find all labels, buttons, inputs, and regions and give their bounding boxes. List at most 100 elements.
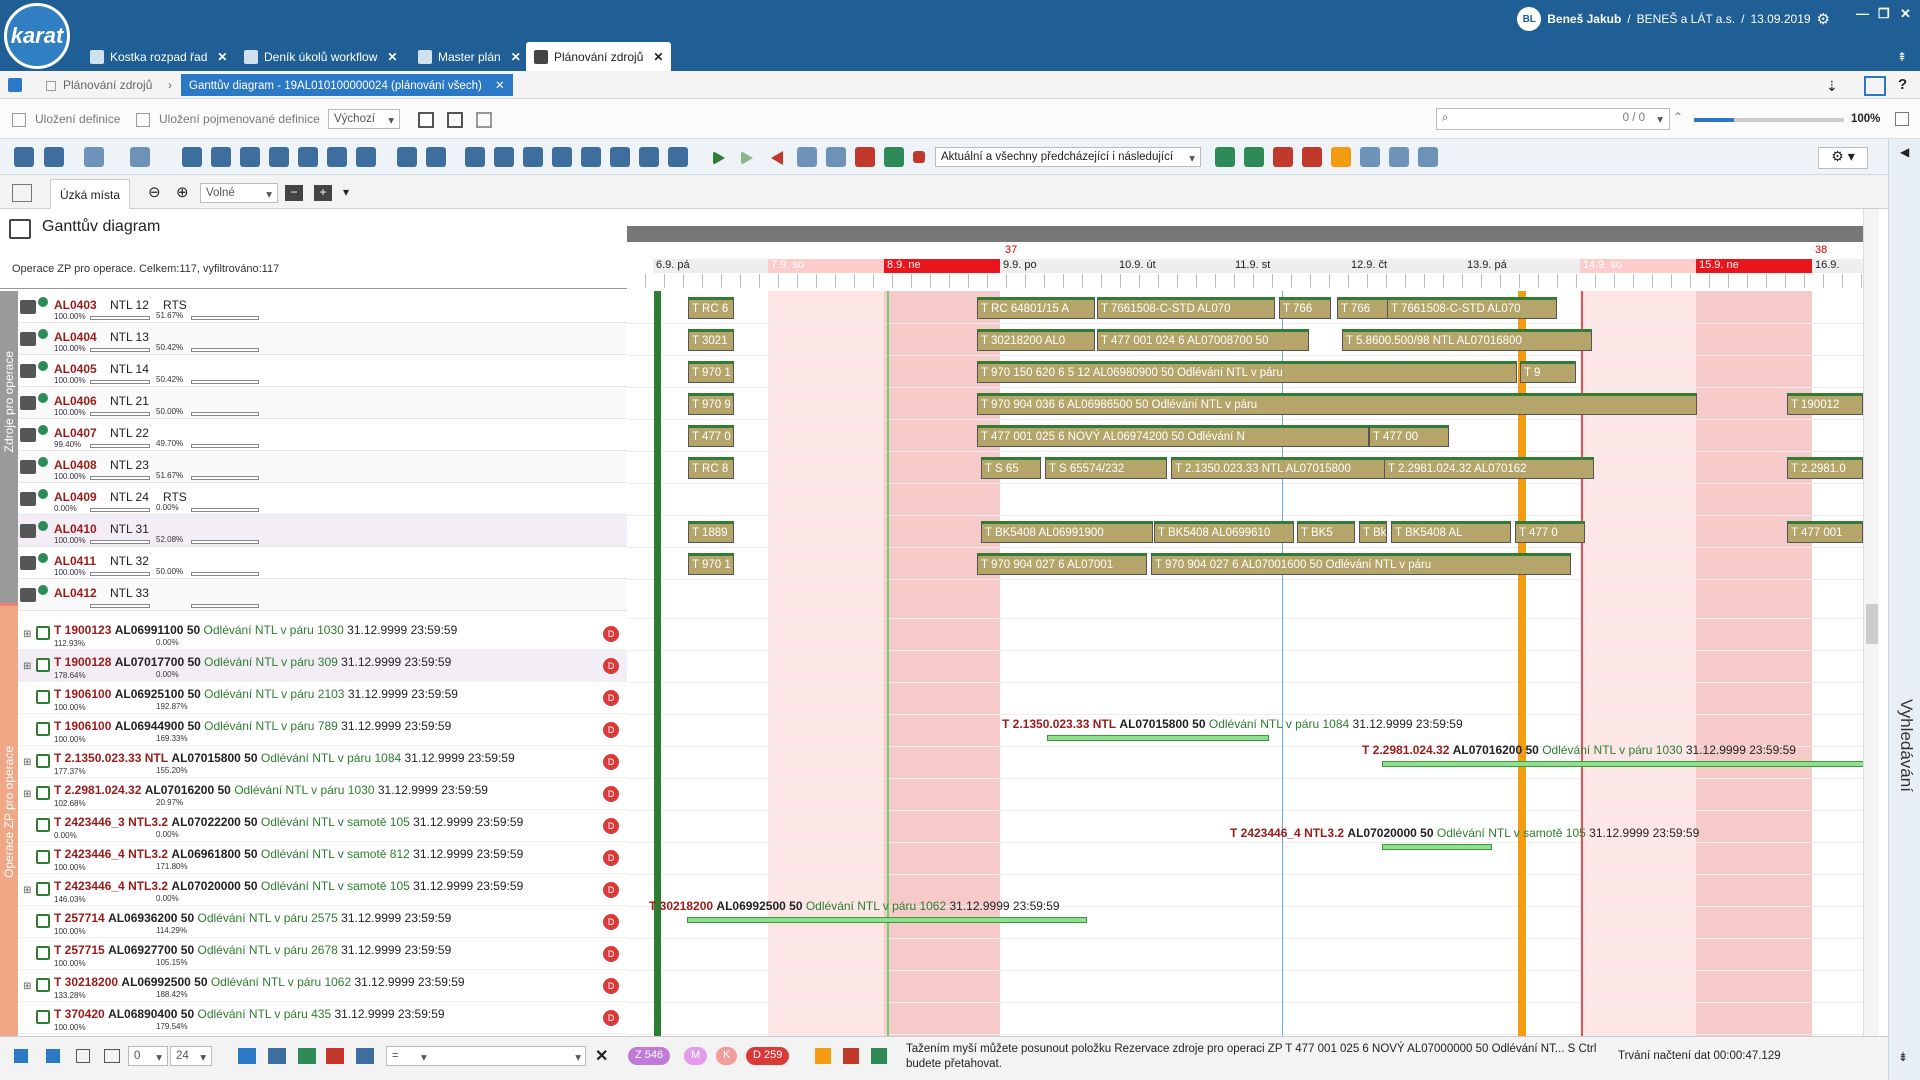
save-definition-button[interactable]: Uložení definice xyxy=(35,112,121,126)
d-badge-icon[interactable]: D xyxy=(603,786,619,802)
gantt-bar[interactable]: T 30218200 AL0 xyxy=(977,329,1095,351)
refresh-icon[interactable] xyxy=(298,147,318,167)
resource-row[interactable]: AL0412 NTL 33 xyxy=(18,579,627,611)
back-icon[interactable] xyxy=(84,147,104,167)
gantt-operation-label[interactable]: T 30218200 AL06992500 50 Odlévání NTL v … xyxy=(649,899,1060,913)
layout-icon[interactable] xyxy=(14,147,34,167)
warn-link-icon[interactable] xyxy=(1331,147,1351,167)
tool-icon[interactable] xyxy=(610,147,630,167)
gantt-bar[interactable]: T 190012 xyxy=(1787,393,1863,415)
download-icon[interactable]: ⇣ xyxy=(1826,78,1838,94)
gantt-bar[interactable]: T 477 001 xyxy=(1787,521,1863,543)
red-list-icon[interactable] xyxy=(326,1048,344,1064)
refresh-all-icon[interactable] xyxy=(327,147,347,167)
gantt-bar[interactable]: T 766 xyxy=(1337,297,1393,319)
calendar-icon[interactable] xyxy=(668,147,688,167)
gantt-bar[interactable]: T 970 904 036 6 AL06986500 50 Odlévání N… xyxy=(977,393,1697,415)
badge-d[interactable]: D 259 xyxy=(746,1047,790,1065)
gantt-bar[interactable]: T BK5408 AL xyxy=(1391,521,1511,543)
close-icon[interactable]: ✕ xyxy=(510,49,521,64)
resource-row[interactable]: AL0408 NTL 23 100.00% 51.67% xyxy=(18,451,627,483)
panel-toggle-icon[interactable] xyxy=(12,184,32,202)
end-hour-input[interactable]: 24 ▾ xyxy=(170,1046,212,1066)
gantt-operation-label[interactable]: T 2.1350.023.33 NTL AL07015800 50 Odlévá… xyxy=(1002,717,1463,731)
search-panel[interactable]: ◀ Vyhledávání xyxy=(1888,139,1920,1080)
d-badge-icon[interactable]: D xyxy=(603,978,619,994)
layout-icon[interactable] xyxy=(1864,76,1886,96)
lock-icon[interactable] xyxy=(8,78,22,92)
close-icon[interactable]: ✕ xyxy=(495,80,505,92)
d-badge-icon[interactable]: D xyxy=(603,1010,619,1026)
collapse-icon[interactable]: ⇞ xyxy=(1897,50,1908,64)
pin-icon[interactable] xyxy=(356,1048,374,1064)
gantt-bar[interactable]: T 7661508-C-STD AL070 xyxy=(1387,297,1557,319)
gantt-bar[interactable]: T 5.8600.500/98 NTL AL07016800 xyxy=(1342,329,1592,351)
gantt-bar[interactable]: T 1889 xyxy=(688,521,734,543)
expand-row-icon[interactable]: ⊞ xyxy=(23,789,32,800)
link-icon[interactable] xyxy=(1215,147,1235,167)
breadcrumb-parent[interactable]: Plánování zdrojů xyxy=(63,78,153,92)
search-input[interactable]: ⌕ 0 / 0 ▾ xyxy=(1436,108,1670,130)
scroll-thumb[interactable] xyxy=(1866,604,1878,644)
gantt-bar[interactable]: T 970 1 xyxy=(688,553,734,575)
list-icon[interactable] xyxy=(238,1048,256,1064)
play-icon[interactable] xyxy=(713,151,725,165)
d-badge-icon[interactable]: D xyxy=(603,658,619,674)
chevron-left-icon[interactable]: ◀ xyxy=(1900,145,1910,159)
columns-icon[interactable] xyxy=(76,1049,90,1063)
operation-row[interactable]: T 2423446_4 NTL3.2 AL06961800 50 Odléván… xyxy=(18,842,627,874)
help-icon[interactable]: ? xyxy=(1898,76,1908,93)
view-icon[interactable] xyxy=(14,1049,28,1063)
gantt-bar[interactable]: T 970 9 xyxy=(688,393,734,415)
gantt-bar[interactable]: T 477 0 xyxy=(688,425,734,447)
karat-logo[interactable]: karat xyxy=(4,3,70,69)
play-outline-icon[interactable] xyxy=(741,151,753,165)
operation-row[interactable]: ⊞ T 1900123 AL06991100 50 Odlévání NTL v … xyxy=(18,618,627,650)
operation-row[interactable]: ⊞ T 2.2981.024.32 AL07016200 50 Odlévání … xyxy=(18,778,627,810)
folder-icon[interactable] xyxy=(182,147,202,167)
users-icon[interactable] xyxy=(397,147,417,167)
gantt-icon[interactable] xyxy=(639,147,659,167)
comment-icon[interactable] xyxy=(465,147,485,167)
expand-row-icon[interactable]: ⊞ xyxy=(23,885,32,896)
zoom-slider[interactable] xyxy=(1694,118,1844,122)
gantt-bar[interactable]: T 7661508-C-STD AL070 xyxy=(1097,297,1275,319)
minimize-icon[interactable]: — xyxy=(1856,6,1869,21)
unlink-icon[interactable] xyxy=(1273,147,1293,167)
cut-icon[interactable] xyxy=(855,147,875,167)
vertical-scrollbar[interactable] xyxy=(1863,209,1879,1036)
gantt-bar[interactable]: T 970 1 xyxy=(688,361,734,383)
definition-select[interactable]: Výchozí ▾ xyxy=(328,109,400,129)
save-icon[interactable] xyxy=(1895,112,1909,126)
gantt-bar[interactable]: T 970 904 027 6 AL07001 xyxy=(977,553,1147,575)
clear-filter-icon[interactable]: ✕ xyxy=(595,1048,609,1065)
expand-row-icon[interactable]: ⊞ xyxy=(23,629,32,640)
operation-row[interactable]: T 1906100 AL06944900 50 Odlévání NTL v p… xyxy=(18,714,627,746)
forward-icon[interactable] xyxy=(130,147,150,167)
unlink-all-icon[interactable] xyxy=(1302,147,1322,167)
gantt-bar[interactable]: T 970 904 027 6 AL07001600 50 Odlévání N… xyxy=(1151,553,1571,575)
skip-icon[interactable] xyxy=(797,147,817,167)
operation-row[interactable]: ⊞ T 2423446_4 NTL3.2 AL07020000 50 Odlévá… xyxy=(18,874,627,906)
tab-denik[interactable]: Deník úkolů workflow ✕ xyxy=(236,42,405,71)
chart-icon[interactable] xyxy=(552,147,572,167)
resource-row[interactable]: AL0407 NTL 22 99.40% 49.70% xyxy=(18,419,627,451)
info-icon[interactable] xyxy=(494,147,514,167)
operation-row[interactable]: T 1906100 AL06925100 50 Odlévání NTL v p… xyxy=(18,682,627,714)
collapse-all-icon[interactable]: − xyxy=(285,185,303,201)
warn-icon[interactable] xyxy=(815,1048,831,1064)
gantt-operation-label[interactable]: T 2.2981.024.32 AL07016200 50 Odlévání N… xyxy=(1362,743,1796,757)
run-icon[interactable] xyxy=(884,147,904,167)
back-red-icon[interactable] xyxy=(771,151,783,165)
expand-row-icon[interactable]: ⊞ xyxy=(23,981,32,992)
restore-icon[interactable]: ❐ xyxy=(1878,6,1890,21)
gantt-op-bar[interactable] xyxy=(1382,844,1492,850)
width-icon[interactable] xyxy=(104,1049,120,1063)
d-badge-icon[interactable]: D xyxy=(603,626,619,642)
sync-icon[interactable] xyxy=(356,147,376,167)
resource-row[interactable]: AL0404 NTL 13 100.00% 50.42% xyxy=(18,323,627,355)
gantt-bar[interactable]: T 2.2981.0 xyxy=(1787,457,1863,479)
close-icon[interactable]: ✕ xyxy=(387,49,398,64)
d-badge-icon[interactable]: D xyxy=(603,690,619,706)
resource-row[interactable]: AL0409 NTL 24 RTS 0.00% 0.00% xyxy=(18,483,627,515)
